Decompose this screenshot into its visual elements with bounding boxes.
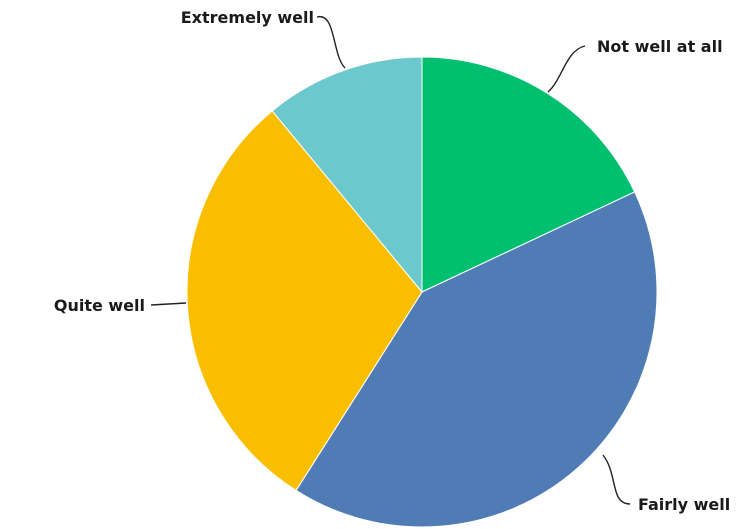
slice-label-extremely-well: Extremely well [181, 8, 314, 27]
pie-slice-quite-well [186, 110, 423, 492]
leader-line-not-well-at-all [547, 45, 586, 93]
leader-line-quite-well [150, 302, 187, 306]
slice-label-not-well-at-all: Not well at all [597, 37, 723, 56]
leader-line-extremely-well [316, 16, 346, 69]
pie-slices [186, 56, 658, 528]
pie-slice-fairly-well [295, 191, 658, 528]
slice-labels: Not well at all Fairly well Quite well Extr… [54, 8, 730, 514]
leader-line-fairly-well [602, 454, 631, 505]
leader-lines [150, 16, 631, 505]
pie-slice-extremely-well [271, 56, 423, 294]
slice-label-fairly-well: Fairly well [638, 495, 730, 514]
slice-label-quite-well: Quite well [54, 296, 145, 315]
pie-slice-not-well-at-all [421, 56, 636, 293]
